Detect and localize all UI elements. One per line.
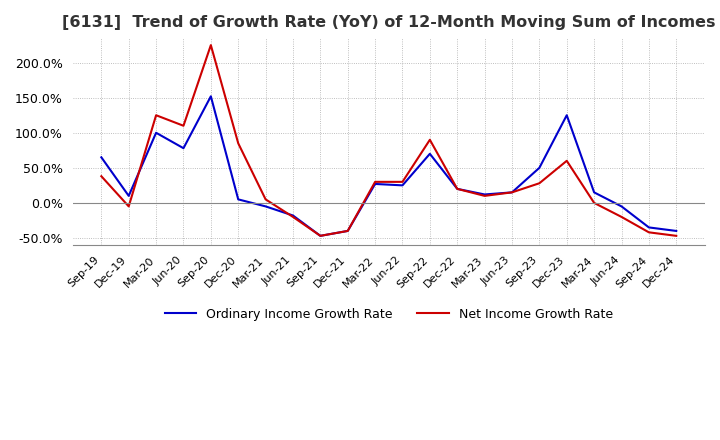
Ordinary Income Growth Rate: [261, 204, 270, 209]
Net Income Growth Rate: [152, 113, 161, 118]
Net Income Growth Rate: [508, 190, 516, 195]
Ordinary Income Growth Rate: [398, 183, 407, 188]
Net Income Growth Rate: [207, 43, 215, 48]
Net Income Growth Rate: [480, 193, 489, 198]
Net Income Growth Rate: [316, 233, 325, 238]
Ordinary Income Growth Rate: [97, 155, 106, 160]
Net Income Growth Rate: [672, 233, 680, 238]
Ordinary Income Growth Rate: [371, 181, 379, 187]
Net Income Growth Rate: [371, 179, 379, 184]
Ordinary Income Growth Rate: [562, 113, 571, 118]
Legend: Ordinary Income Growth Rate, Net Income Growth Rate: Ordinary Income Growth Rate, Net Income …: [160, 303, 618, 326]
Ordinary Income Growth Rate: [207, 94, 215, 99]
Ordinary Income Growth Rate: [590, 190, 598, 195]
Net Income Growth Rate: [617, 214, 626, 220]
Net Income Growth Rate: [261, 197, 270, 202]
Ordinary Income Growth Rate: [535, 165, 544, 170]
Line: Ordinary Income Growth Rate: Ordinary Income Growth Rate: [102, 96, 676, 236]
Net Income Growth Rate: [234, 141, 243, 146]
Ordinary Income Growth Rate: [453, 186, 462, 191]
Net Income Growth Rate: [398, 179, 407, 184]
Net Income Growth Rate: [426, 137, 434, 143]
Ordinary Income Growth Rate: [508, 190, 516, 195]
Net Income Growth Rate: [590, 200, 598, 205]
Ordinary Income Growth Rate: [125, 193, 133, 198]
Net Income Growth Rate: [453, 186, 462, 191]
Net Income Growth Rate: [644, 230, 653, 235]
Ordinary Income Growth Rate: [316, 233, 325, 238]
Ordinary Income Growth Rate: [234, 197, 243, 202]
Net Income Growth Rate: [289, 214, 297, 220]
Ordinary Income Growth Rate: [426, 151, 434, 157]
Net Income Growth Rate: [97, 174, 106, 179]
Net Income Growth Rate: [562, 158, 571, 163]
Title: [6131]  Trend of Growth Rate (YoY) of 12-Month Moving Sum of Incomes: [6131] Trend of Growth Rate (YoY) of 12-…: [62, 15, 716, 30]
Line: Net Income Growth Rate: Net Income Growth Rate: [102, 45, 676, 236]
Ordinary Income Growth Rate: [644, 225, 653, 230]
Ordinary Income Growth Rate: [343, 228, 352, 234]
Net Income Growth Rate: [179, 123, 188, 128]
Ordinary Income Growth Rate: [289, 213, 297, 218]
Ordinary Income Growth Rate: [617, 204, 626, 209]
Net Income Growth Rate: [535, 180, 544, 186]
Ordinary Income Growth Rate: [179, 146, 188, 151]
Net Income Growth Rate: [343, 228, 352, 234]
Ordinary Income Growth Rate: [152, 130, 161, 136]
Ordinary Income Growth Rate: [672, 228, 680, 234]
Net Income Growth Rate: [125, 204, 133, 209]
Ordinary Income Growth Rate: [480, 192, 489, 197]
